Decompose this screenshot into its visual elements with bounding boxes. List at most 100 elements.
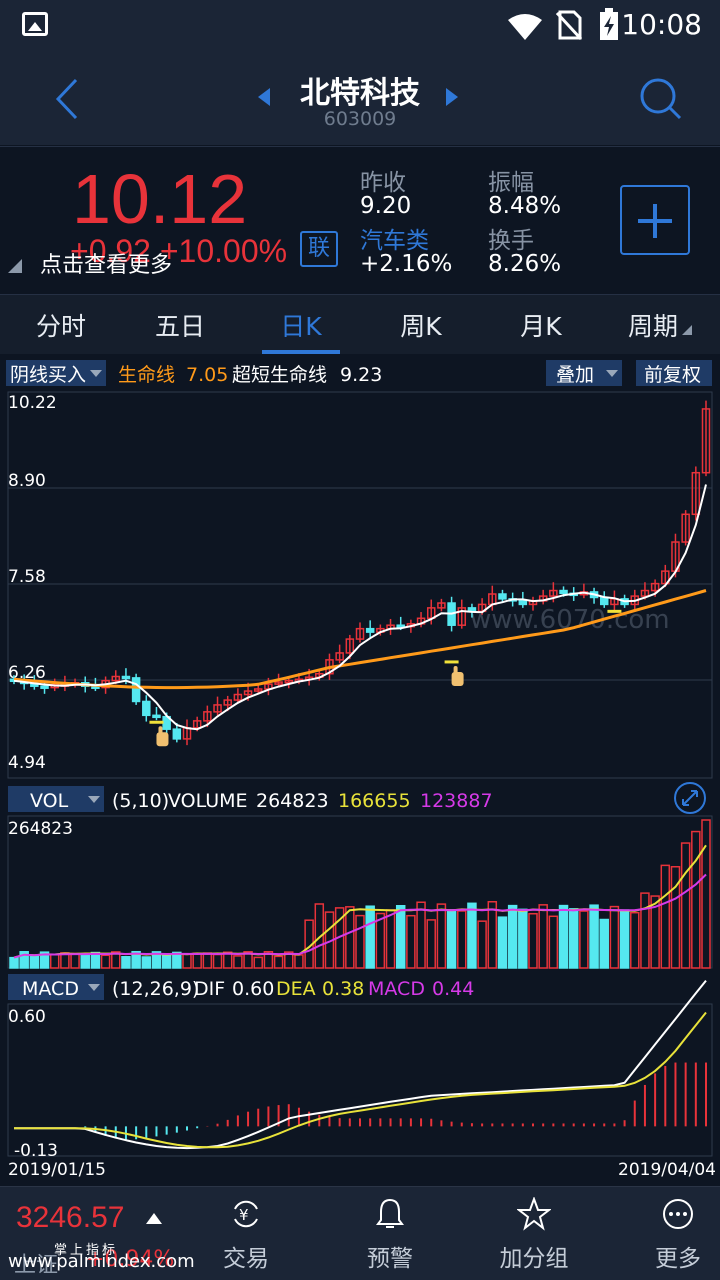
active-tab-indicator bbox=[262, 350, 340, 354]
price-change-pct: +10.00% bbox=[159, 233, 288, 269]
macd-params: (12,26,9) bbox=[112, 978, 199, 1000]
volume-bar bbox=[609, 905, 620, 969]
tab-period[interactable]: 周期 bbox=[627, 312, 678, 341]
volume-bar bbox=[518, 908, 528, 969]
stock-header: 北特科技 603009 bbox=[0, 52, 720, 145]
volume-bar bbox=[436, 903, 447, 969]
search-icon[interactable] bbox=[636, 74, 684, 122]
volume-bar bbox=[9, 956, 19, 969]
hand-icon bbox=[156, 732, 169, 747]
kline-frame bbox=[7, 391, 713, 779]
svg-text:¥: ¥ bbox=[239, 1206, 249, 1224]
watermark-url: www.palmindex.com bbox=[8, 1251, 195, 1272]
dif-label: DIF bbox=[194, 978, 225, 1000]
volume-bar bbox=[29, 955, 40, 969]
volume-bar bbox=[222, 951, 233, 969]
volume-bar bbox=[192, 952, 202, 969]
volume-bar bbox=[182, 953, 192, 969]
vol-y-max: 264823 bbox=[8, 819, 73, 839]
volume-bar bbox=[49, 953, 60, 969]
tab-daily-k[interactable]: 日K bbox=[280, 312, 322, 341]
nav-alert[interactable]: 预警 bbox=[340, 1197, 440, 1273]
indicator-selector-bg bbox=[6, 360, 106, 386]
nav-more[interactable]: 更多 bbox=[628, 1197, 720, 1273]
vol-selector[interactable]: VOL bbox=[30, 790, 69, 812]
volume-bar bbox=[111, 951, 121, 969]
volume-bar bbox=[121, 956, 131, 969]
volume-bar bbox=[558, 904, 569, 969]
candle-body bbox=[121, 675, 131, 680]
candle-body bbox=[365, 627, 375, 633]
volume-bar bbox=[161, 954, 172, 969]
volume-bar bbox=[39, 951, 50, 969]
volume-bar bbox=[477, 920, 487, 969]
macd-dropdown-icon bbox=[88, 984, 100, 991]
index-value[interactable]: 3246.57 bbox=[16, 1201, 125, 1234]
image-notification-icon bbox=[22, 12, 48, 36]
add-watchlist-button[interactable] bbox=[620, 185, 690, 255]
linked-button[interactable]: 联 bbox=[300, 231, 338, 267]
indicator-selector[interactable]: 阴线买入 bbox=[10, 364, 86, 386]
nav-trade[interactable]: ¥ 交易 bbox=[196, 1197, 296, 1273]
macd-value: 0.44 bbox=[432, 978, 474, 1000]
prev-stock-icon[interactable] bbox=[258, 88, 270, 106]
next-stock-icon[interactable] bbox=[446, 88, 458, 106]
back-icon[interactable] bbox=[48, 76, 88, 122]
volume-bar bbox=[243, 951, 253, 969]
candle-body bbox=[345, 638, 355, 654]
candle-body bbox=[152, 714, 161, 719]
short-life-line-value: 9.23 bbox=[340, 364, 382, 386]
kline-y-label: 7.58 bbox=[8, 567, 46, 587]
stock-chart[interactable]: 阴线买入 生命线 7.05 超短生命线 9.23 叠加 前复权 10.22 8.9… bbox=[0, 356, 720, 1180]
macd-selector[interactable]: MACD bbox=[22, 978, 79, 1000]
index-expand-icon[interactable] bbox=[146, 1213, 162, 1224]
bottom-nav: 3246.57 上证 +0.94% 掌上指标 www.palmindex.com… bbox=[0, 1186, 720, 1280]
volume-bar bbox=[579, 910, 589, 969]
volume-bar bbox=[172, 951, 182, 969]
volume-bar bbox=[365, 905, 375, 969]
volume-bar bbox=[446, 909, 457, 969]
tab-monthly-k[interactable]: 月K bbox=[520, 312, 562, 341]
candle-body bbox=[233, 693, 243, 701]
candle-body bbox=[457, 607, 467, 626]
volume-bar bbox=[701, 819, 711, 969]
kline-y-label: 4.94 bbox=[8, 753, 46, 773]
stock-name: 北特科技 bbox=[300, 76, 420, 111]
bell-icon bbox=[376, 1198, 404, 1228]
tab-five-day[interactable]: 五日 bbox=[154, 312, 205, 341]
stock-code: 603009 bbox=[323, 108, 397, 130]
volume-bar bbox=[568, 908, 579, 969]
volume-bar bbox=[253, 956, 263, 969]
expand-arrow-icon bbox=[682, 790, 698, 806]
adjust-button[interactable]: 前复权 bbox=[644, 364, 701, 386]
candle-body bbox=[131, 677, 141, 703]
overlay-button[interactable]: 叠加 bbox=[556, 364, 594, 386]
volume-bars bbox=[9, 819, 711, 969]
chart-canvas[interactable]: 阴线买入 生命线 7.05 超短生命线 9.23 叠加 前复权 10.22 8.9… bbox=[0, 356, 720, 1180]
dif-value: 0.60 bbox=[232, 978, 274, 1000]
hand-icon bbox=[451, 671, 464, 686]
candle-body bbox=[223, 699, 232, 706]
tab-intraday[interactable]: 分时 bbox=[35, 312, 86, 341]
expand-icon[interactable] bbox=[674, 782, 706, 814]
more-tip[interactable]: 点击查看更多 bbox=[40, 253, 173, 278]
candles bbox=[9, 400, 711, 746]
hand-finger-icon bbox=[158, 726, 163, 737]
turnover-label: 换手 bbox=[488, 228, 534, 254]
macd-y-bottom: -0.13 bbox=[14, 1141, 58, 1161]
dea-value: 0.38 bbox=[322, 978, 364, 1000]
macd-selector-bg bbox=[8, 974, 104, 1000]
volume-bar bbox=[507, 904, 518, 969]
volume-bar bbox=[355, 914, 365, 969]
index-name: 上证 bbox=[14, 1253, 59, 1278]
quote-panel[interactable]: 10.12 +0.92 +10.00% 点击查看更多 联 昨收 9.20 汽车类… bbox=[0, 146, 720, 294]
prev-close-label: 昨收 bbox=[360, 170, 406, 196]
tab-weekly-k[interactable]: 周K bbox=[400, 312, 442, 341]
volume-bar bbox=[100, 954, 111, 969]
sector-label[interactable]: 汽车类 bbox=[360, 228, 429, 254]
macd-bars bbox=[84, 1062, 707, 1140]
wifi-icon bbox=[508, 14, 542, 40]
candle-body bbox=[172, 728, 182, 740]
adjust-button-bg bbox=[636, 360, 712, 386]
nav-add-group[interactable]: 加分组 bbox=[484, 1197, 584, 1273]
